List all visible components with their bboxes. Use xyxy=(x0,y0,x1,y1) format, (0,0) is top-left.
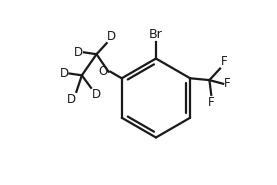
Text: F: F xyxy=(208,96,215,109)
Text: D: D xyxy=(92,88,101,101)
Text: O: O xyxy=(99,65,108,78)
Text: F: F xyxy=(220,55,227,68)
Text: Br: Br xyxy=(149,28,163,41)
Text: F: F xyxy=(224,77,230,90)
Text: D: D xyxy=(67,93,76,106)
Text: D: D xyxy=(60,67,69,80)
Text: D: D xyxy=(74,46,83,59)
Text: D: D xyxy=(107,30,116,43)
